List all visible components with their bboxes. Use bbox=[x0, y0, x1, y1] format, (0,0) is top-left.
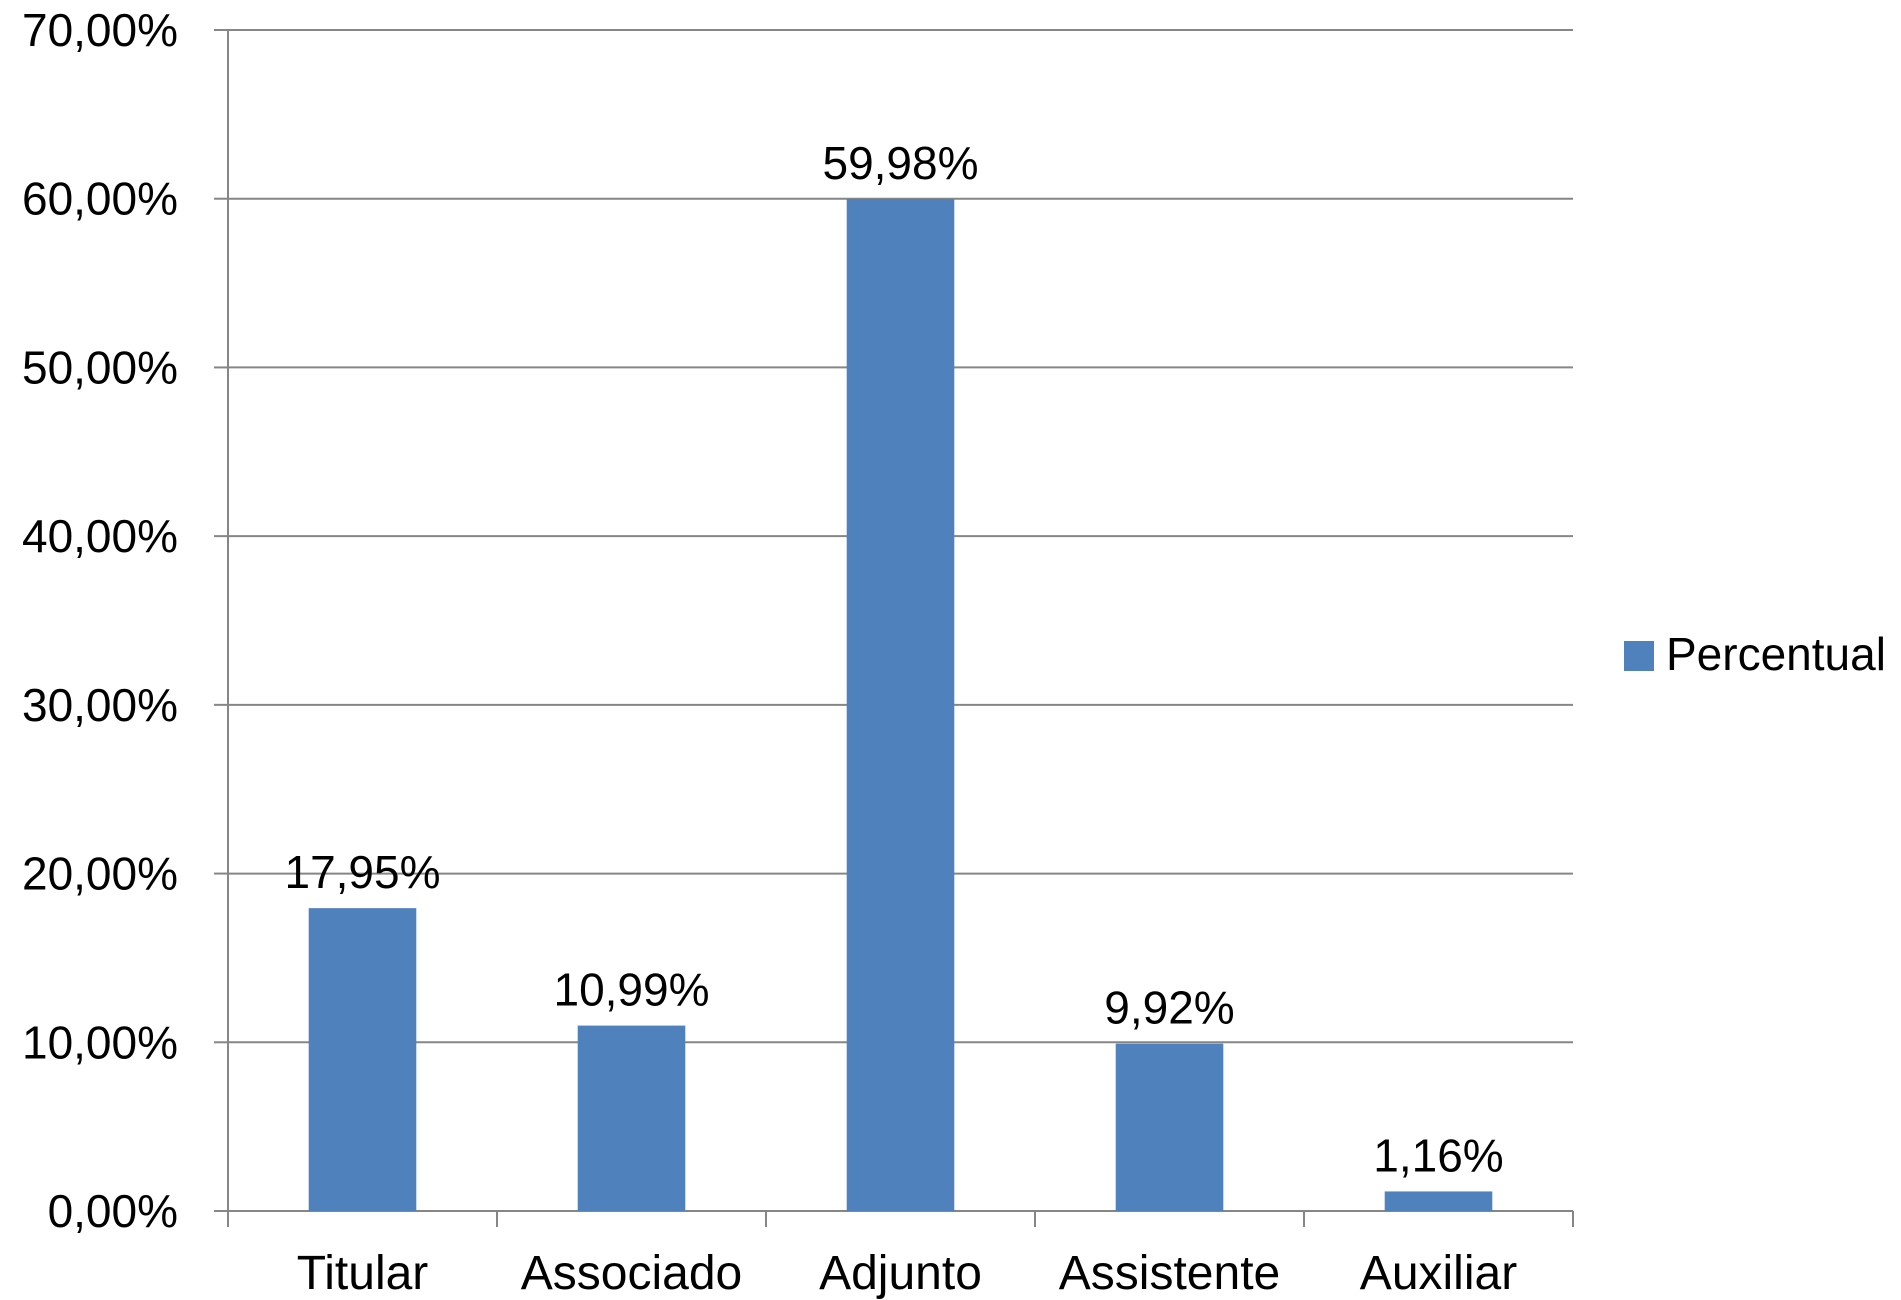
y-tick-label: 40,00% bbox=[22, 510, 178, 562]
x-tick-label: Titular bbox=[297, 1247, 429, 1300]
data-label: 59,98% bbox=[822, 137, 978, 189]
data-label: 1,16% bbox=[1373, 1129, 1503, 1181]
bar-assistente bbox=[1115, 1043, 1224, 1211]
y-tick-label: 60,00% bbox=[22, 173, 178, 225]
legend-label: Percentual bbox=[1666, 628, 1886, 680]
y-tick-label: 20,00% bbox=[22, 848, 178, 900]
y-tick-label: 70,00% bbox=[22, 4, 178, 56]
x-tick-label: Associado bbox=[521, 1247, 742, 1300]
x-tick-label: Adjunto bbox=[819, 1247, 982, 1300]
legend: Percentual bbox=[1624, 628, 1886, 680]
y-tick-label: 0,00% bbox=[48, 1185, 178, 1237]
bar-adjunto bbox=[846, 199, 955, 1212]
y-tick-label: 30,00% bbox=[22, 679, 178, 731]
data-label: 10,99% bbox=[553, 964, 709, 1016]
bar-associado bbox=[577, 1025, 686, 1211]
labels: 0,00% 10,00% 20,00% 30,00% 40,00% 50,00% 60,00… bbox=[22, 4, 1517, 1300]
bar-titular bbox=[308, 908, 417, 1211]
legend-swatch bbox=[1624, 641, 1654, 671]
y-tick-label: 10,00% bbox=[22, 1016, 178, 1068]
data-label: 9,92% bbox=[1104, 982, 1234, 1034]
y-tick-label: 50,00% bbox=[22, 341, 178, 393]
bar-auxiliar bbox=[1384, 1191, 1493, 1211]
x-tick-label: Auxiliar bbox=[1360, 1247, 1517, 1300]
data-label: 17,95% bbox=[284, 846, 440, 898]
bars bbox=[308, 199, 1493, 1212]
x-tick-label: Assistente bbox=[1059, 1247, 1280, 1300]
